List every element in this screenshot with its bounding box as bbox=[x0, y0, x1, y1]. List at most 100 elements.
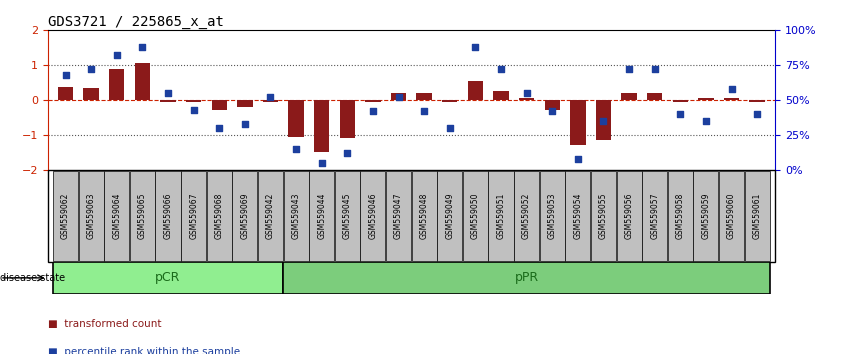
Point bbox=[571, 156, 585, 161]
Point bbox=[750, 111, 764, 117]
FancyBboxPatch shape bbox=[565, 171, 591, 261]
FancyBboxPatch shape bbox=[745, 171, 770, 261]
Bar bbox=[288, 100, 304, 137]
Text: GSM559046: GSM559046 bbox=[368, 193, 378, 239]
FancyBboxPatch shape bbox=[335, 171, 360, 261]
Point bbox=[699, 118, 713, 124]
Bar bbox=[519, 98, 534, 100]
Bar bbox=[749, 100, 765, 102]
FancyBboxPatch shape bbox=[258, 171, 283, 261]
Bar bbox=[622, 93, 637, 100]
Text: GSM559060: GSM559060 bbox=[727, 193, 736, 239]
Text: GSM559047: GSM559047 bbox=[394, 193, 403, 239]
Bar bbox=[673, 100, 688, 102]
Point bbox=[84, 67, 98, 72]
Text: GSM559068: GSM559068 bbox=[215, 193, 223, 239]
Bar bbox=[724, 98, 740, 100]
Point bbox=[597, 118, 611, 124]
FancyBboxPatch shape bbox=[104, 171, 129, 261]
FancyBboxPatch shape bbox=[181, 171, 206, 261]
Text: GSM559062: GSM559062 bbox=[61, 193, 70, 239]
FancyBboxPatch shape bbox=[540, 171, 565, 261]
Text: disease state: disease state bbox=[0, 273, 65, 283]
FancyBboxPatch shape bbox=[309, 171, 334, 261]
Bar bbox=[442, 100, 457, 102]
Text: GSM559048: GSM559048 bbox=[420, 193, 429, 239]
FancyBboxPatch shape bbox=[360, 171, 385, 261]
Text: GSM559049: GSM559049 bbox=[445, 193, 455, 239]
Point bbox=[494, 67, 508, 72]
Point bbox=[648, 67, 662, 72]
Text: GSM559066: GSM559066 bbox=[164, 193, 172, 239]
Text: GSM559054: GSM559054 bbox=[573, 193, 582, 239]
FancyBboxPatch shape bbox=[79, 171, 104, 261]
Bar bbox=[186, 100, 201, 102]
FancyBboxPatch shape bbox=[642, 171, 667, 261]
Bar bbox=[365, 100, 381, 102]
Text: GSM559044: GSM559044 bbox=[317, 193, 326, 239]
Bar bbox=[211, 100, 227, 110]
FancyBboxPatch shape bbox=[694, 171, 719, 261]
Bar bbox=[647, 93, 662, 100]
FancyBboxPatch shape bbox=[668, 171, 693, 261]
FancyBboxPatch shape bbox=[156, 171, 181, 261]
Point bbox=[135, 44, 149, 50]
Bar bbox=[160, 100, 176, 102]
Text: GSM559067: GSM559067 bbox=[189, 193, 198, 239]
Point bbox=[161, 90, 175, 96]
Text: GSM559069: GSM559069 bbox=[241, 193, 249, 239]
FancyBboxPatch shape bbox=[53, 171, 78, 261]
Point bbox=[340, 150, 354, 156]
Point bbox=[725, 86, 739, 92]
Point bbox=[366, 108, 380, 114]
Text: GSM559061: GSM559061 bbox=[753, 193, 761, 239]
Point bbox=[443, 125, 456, 131]
FancyBboxPatch shape bbox=[514, 171, 540, 261]
FancyBboxPatch shape bbox=[207, 171, 232, 261]
FancyBboxPatch shape bbox=[488, 171, 514, 261]
FancyBboxPatch shape bbox=[591, 171, 616, 261]
Bar bbox=[391, 93, 406, 100]
Bar bbox=[698, 98, 714, 100]
Bar bbox=[468, 81, 483, 100]
Bar bbox=[339, 100, 355, 138]
Point bbox=[469, 44, 482, 50]
Text: ■  transformed count: ■ transformed count bbox=[48, 319, 161, 329]
Text: GSM559052: GSM559052 bbox=[522, 193, 531, 239]
Text: GSM559055: GSM559055 bbox=[599, 193, 608, 239]
Text: pPR: pPR bbox=[514, 272, 539, 284]
Bar bbox=[570, 100, 585, 145]
FancyBboxPatch shape bbox=[232, 171, 257, 261]
Bar bbox=[262, 100, 278, 102]
Point bbox=[391, 95, 405, 100]
Bar bbox=[237, 100, 253, 107]
Text: GSM559045: GSM559045 bbox=[343, 193, 352, 239]
Bar bbox=[545, 100, 560, 110]
Text: GSM559042: GSM559042 bbox=[266, 193, 275, 239]
FancyBboxPatch shape bbox=[437, 171, 462, 261]
FancyBboxPatch shape bbox=[386, 171, 411, 261]
Text: pCR: pCR bbox=[155, 272, 181, 284]
Text: GSM559063: GSM559063 bbox=[87, 193, 95, 239]
Text: GSM559065: GSM559065 bbox=[138, 193, 147, 239]
Point bbox=[520, 90, 533, 96]
Text: GDS3721 / 225865_x_at: GDS3721 / 225865_x_at bbox=[48, 15, 223, 29]
Text: GSM559051: GSM559051 bbox=[496, 193, 506, 239]
Point bbox=[59, 72, 73, 78]
FancyBboxPatch shape bbox=[130, 171, 155, 261]
Bar bbox=[109, 69, 125, 100]
Bar bbox=[58, 87, 74, 100]
Point bbox=[417, 108, 431, 114]
Point bbox=[238, 121, 252, 127]
Point bbox=[546, 108, 559, 114]
Point bbox=[674, 111, 688, 117]
Point bbox=[187, 107, 201, 113]
Text: GSM559050: GSM559050 bbox=[471, 193, 480, 239]
Point bbox=[622, 67, 636, 72]
Point bbox=[110, 52, 124, 58]
Text: GSM559043: GSM559043 bbox=[292, 193, 301, 239]
Bar bbox=[494, 91, 508, 100]
FancyBboxPatch shape bbox=[283, 262, 770, 294]
Point bbox=[212, 125, 226, 131]
Text: GSM559059: GSM559059 bbox=[701, 193, 710, 239]
